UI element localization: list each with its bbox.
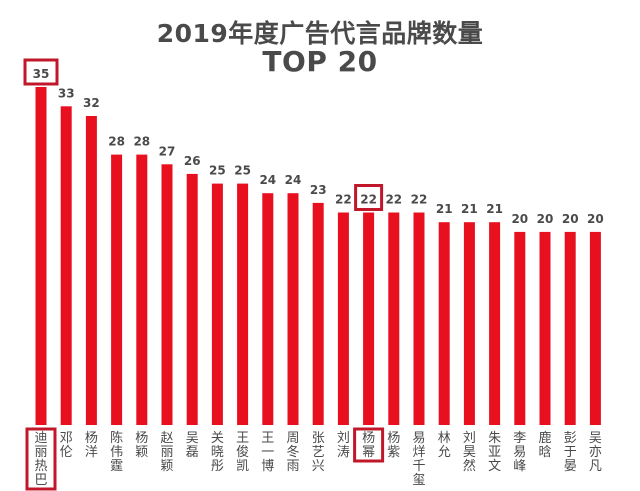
bar — [262, 193, 274, 425]
value-label: 24 — [259, 173, 276, 187]
category-label: 邓伦 — [60, 431, 73, 460]
category-label: 杨幂 — [362, 431, 375, 460]
bar — [388, 212, 400, 425]
bar — [514, 231, 526, 425]
value-label: 28 — [133, 135, 150, 149]
category-label: 李易峰 — [513, 431, 526, 474]
category-label: 易烊千玺 — [412, 431, 425, 488]
bar — [413, 212, 425, 425]
value-label: 20 — [587, 212, 604, 226]
category-label: 彭于晏 — [564, 431, 577, 474]
category-label: 杨颖 — [135, 431, 148, 460]
bar — [237, 183, 249, 425]
bar — [161, 164, 173, 426]
value-label: 22 — [335, 193, 352, 207]
bar — [363, 212, 375, 425]
category-label: 王俊凯 — [236, 431, 249, 474]
value-label: 28 — [108, 135, 125, 149]
category-label: 刘涛 — [337, 431, 350, 460]
value-label: 22 — [385, 193, 402, 207]
category-label: 关晓彤 — [211, 431, 224, 474]
chart-title: 2019年度广告代言品牌数量 — [156, 19, 484, 48]
value-label: 26 — [184, 154, 201, 168]
value-label: 27 — [159, 144, 176, 158]
bar — [85, 116, 97, 425]
bar — [287, 193, 299, 425]
bar — [111, 154, 123, 425]
value-label: 21 — [486, 202, 503, 216]
value-label: 32 — [83, 96, 100, 110]
category-label: 迪丽热巴 — [34, 431, 47, 488]
label-highlight-box — [353, 427, 385, 463]
value-highlight-box — [23, 58, 59, 86]
category-label: 鹿晗 — [538, 430, 551, 460]
value-label: 23 — [310, 183, 327, 197]
bar — [489, 222, 501, 425]
value-label: 33 — [58, 86, 75, 100]
bar — [186, 173, 198, 425]
bar — [539, 231, 551, 425]
value-label: 20 — [511, 212, 528, 226]
category-label: 张艺兴 — [312, 431, 325, 474]
bar — [136, 154, 148, 425]
category-label: 赵丽颖 — [160, 431, 173, 474]
chart-subtitle: TOP 20 — [262, 45, 378, 78]
category-label: 杨紫 — [387, 431, 400, 460]
bar — [337, 212, 349, 425]
bar — [211, 183, 223, 425]
bar — [463, 222, 475, 425]
bar — [60, 106, 72, 426]
bar — [589, 231, 601, 425]
value-highlight-box — [354, 184, 384, 211]
category-label: 林允 — [438, 431, 451, 460]
category-label: 陈伟霆 — [110, 430, 123, 474]
category-label: 王一博 — [261, 431, 274, 474]
label-highlight-box — [25, 427, 57, 491]
category-label: 周冬雨 — [286, 431, 299, 474]
bar — [35, 87, 47, 425]
value-label: 20 — [562, 212, 579, 226]
value-label: 22 — [411, 193, 428, 207]
value-label: 20 — [537, 212, 554, 226]
bar — [564, 231, 576, 425]
value-label: 22 — [360, 193, 377, 207]
bar — [312, 202, 324, 425]
value-label: 21 — [461, 202, 478, 216]
value-label: 24 — [285, 173, 302, 187]
category-label: 吴磊 — [186, 431, 199, 460]
bar — [438, 222, 450, 425]
category-label: 朱亚文 — [488, 431, 501, 474]
value-label: 25 — [234, 164, 251, 178]
value-label: 25 — [209, 164, 226, 178]
category-label: 杨洋 — [85, 431, 98, 460]
category-label: 吴亦凡 — [589, 431, 602, 474]
value-label: 35 — [33, 67, 50, 81]
value-label: 21 — [436, 202, 453, 216]
category-label: 刘昊然 — [463, 431, 476, 474]
